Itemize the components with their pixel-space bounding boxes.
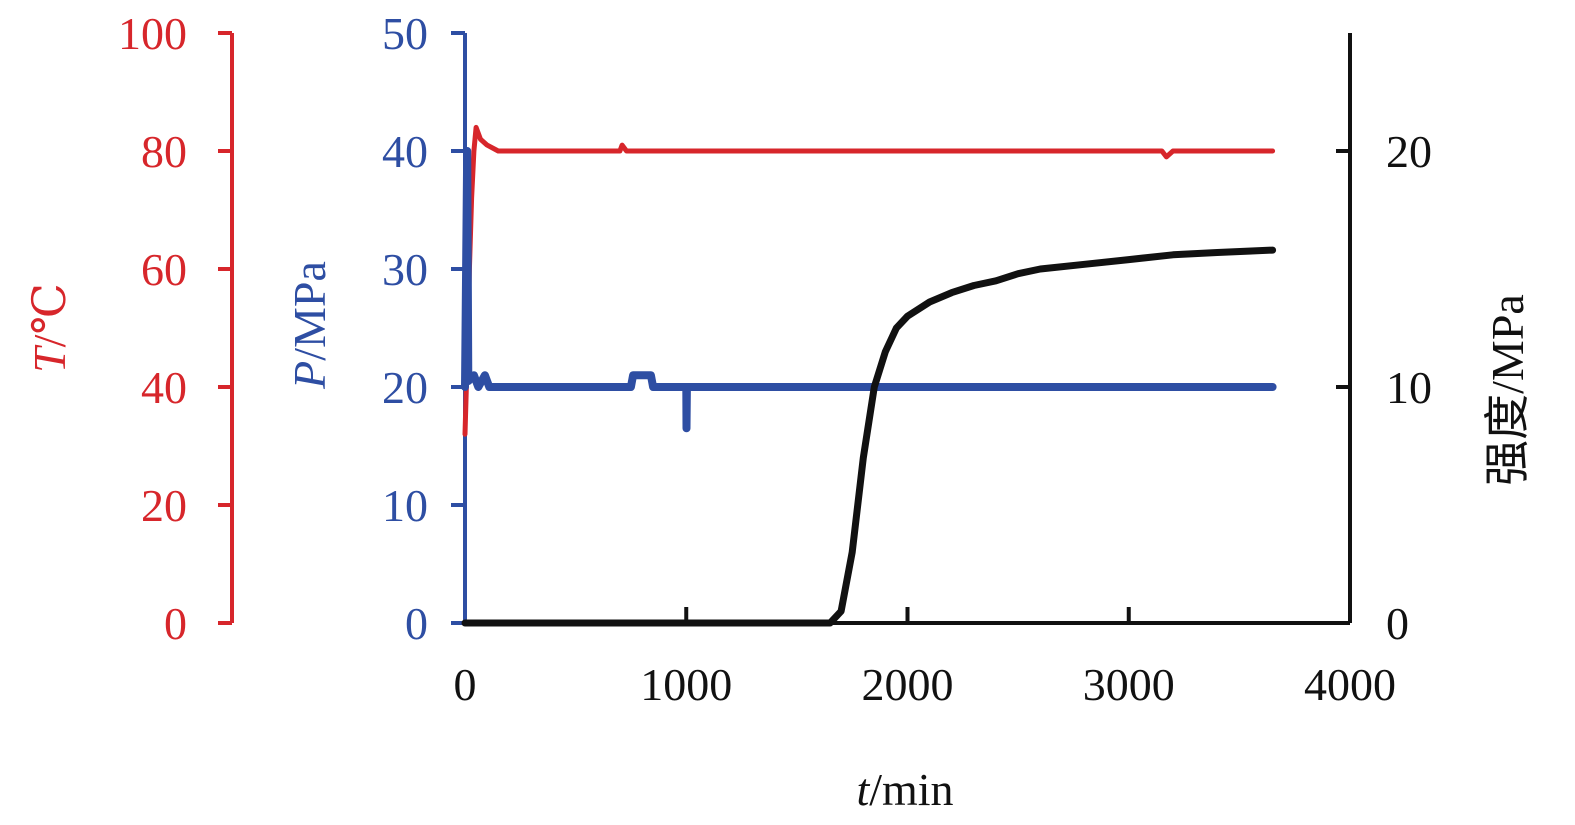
temperature-tick-label-4: 80 — [141, 126, 187, 177]
temperature-axis-title-unit: /℃ — [24, 283, 75, 347]
temperature-tick-label-0: 0 — [164, 598, 187, 649]
x-axis-title-unit: /min — [869, 764, 953, 815]
temperature-axis-title-var: T — [24, 344, 75, 373]
strength-axis-title: 强度/MPa — [1482, 294, 1533, 486]
strength-tick-label-2: 20 — [1386, 126, 1432, 177]
pressure-tick-label-1: 10 — [382, 480, 428, 531]
pressure-tick-label-5: 50 — [382, 8, 428, 59]
x-axis-title: t/min — [856, 764, 953, 815]
temperature-tick-label-1: 20 — [141, 480, 187, 531]
pressure-axis-title-var: P — [284, 361, 335, 390]
labels-layer: 0 1000 2000 3000 4000t/min020406080100T/℃010… — [24, 8, 1533, 815]
x-axis-title-var: t — [856, 764, 870, 815]
temperature-tick-label-5: 100 — [118, 8, 187, 59]
pressure-axis-title: P/MPa — [284, 261, 335, 390]
x-tick-label-3: 3000 — [1083, 659, 1175, 710]
x-tick-label-2: 2000 — [862, 659, 954, 710]
temperature-series-line — [462, 124, 1276, 437]
x-tick-label-4: 4000 — [1304, 659, 1396, 710]
pressure-tick-label-4: 40 — [382, 126, 428, 177]
strength-tick-label-1: 10 — [1386, 362, 1432, 413]
temperature-tick-label-2: 40 — [141, 362, 187, 413]
x-tick-label-0: 0 — [454, 659, 477, 710]
strength-tick-label-0: 0 — [1386, 598, 1409, 649]
pressure-tick-label-0: 0 — [405, 598, 428, 649]
temperature-axis-title: T/℃ — [24, 283, 75, 373]
pressure-tick-label-3: 30 — [382, 244, 428, 295]
x-tick-label-1: 1000 — [640, 659, 732, 710]
pressure-axis-title-unit: /MPa — [284, 261, 335, 361]
axes-layer — [218, 31, 1352, 625]
temperature-tick-label-3: 60 — [141, 244, 187, 295]
pressure-series-line — [461, 147, 1277, 433]
strength-series-line — [461, 246, 1277, 627]
series-layer — [461, 124, 1277, 627]
pressure-tick-label-2: 20 — [382, 362, 428, 413]
